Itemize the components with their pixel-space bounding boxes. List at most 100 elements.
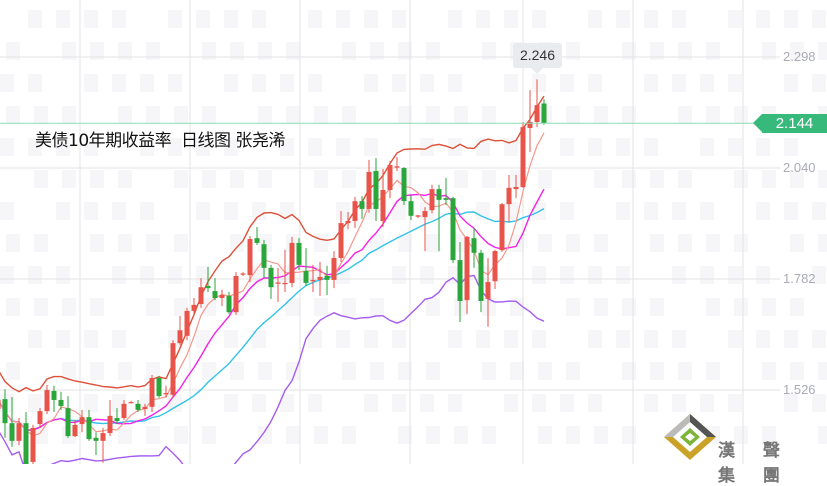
background-watermark bbox=[0, 10, 827, 444]
watermark-block bbox=[482, 362, 496, 380]
candle-body bbox=[205, 285, 211, 289]
watermark-block bbox=[538, 426, 552, 444]
candle-body bbox=[513, 186, 519, 190]
watermark-block bbox=[706, 106, 720, 124]
watermark-block bbox=[196, 330, 210, 348]
candle-up bbox=[310, 264, 316, 292]
watermark-block bbox=[336, 202, 350, 220]
watermark-block bbox=[700, 394, 714, 412]
watermark-block bbox=[566, 298, 580, 316]
watermark-block bbox=[454, 298, 468, 316]
watermark-block bbox=[504, 330, 518, 348]
watermark-block bbox=[364, 74, 378, 92]
watermark-block bbox=[258, 362, 272, 380]
watermark-block bbox=[812, 394, 826, 412]
watermark-block bbox=[644, 202, 658, 220]
candle-body bbox=[79, 417, 85, 425]
candle-body bbox=[499, 204, 505, 251]
watermark-block bbox=[426, 42, 440, 60]
candle-down bbox=[9, 396, 15, 447]
candle-body bbox=[345, 220, 351, 224]
watermark-block bbox=[678, 106, 692, 124]
watermark-block bbox=[644, 394, 658, 412]
candle-down bbox=[373, 158, 379, 221]
candle-body bbox=[121, 403, 127, 419]
watermark-block bbox=[588, 138, 602, 156]
candle-body bbox=[23, 423, 29, 464]
watermark-block bbox=[454, 170, 468, 188]
watermark-block bbox=[454, 426, 468, 444]
watermark-block bbox=[420, 266, 434, 284]
watermark-block bbox=[706, 234, 720, 252]
watermark-block bbox=[84, 330, 98, 348]
candle-body bbox=[450, 198, 456, 261]
candle-body bbox=[506, 187, 512, 205]
watermark-block bbox=[482, 42, 496, 60]
watermark-block bbox=[454, 106, 468, 124]
candle-body bbox=[415, 215, 421, 217]
watermark-block bbox=[34, 170, 48, 188]
watermark-block bbox=[706, 298, 720, 316]
watermark-block bbox=[230, 170, 244, 188]
candle-body bbox=[394, 166, 400, 168]
watermark-block bbox=[482, 170, 496, 188]
watermark-block bbox=[168, 138, 182, 156]
candle-down bbox=[457, 242, 463, 323]
watermark-block bbox=[812, 74, 826, 92]
watermark-block bbox=[566, 362, 580, 380]
y-tick-label: 1.526 bbox=[783, 382, 816, 397]
candle-down bbox=[296, 238, 302, 271]
watermark-block bbox=[202, 298, 216, 316]
watermark-block bbox=[342, 106, 356, 124]
watermark-block bbox=[84, 394, 98, 412]
watermark-block bbox=[532, 330, 546, 348]
candle-body bbox=[387, 165, 393, 190]
watermark-block bbox=[286, 426, 300, 444]
watermark-block bbox=[202, 42, 216, 60]
watermark-block bbox=[392, 74, 406, 92]
candle-body bbox=[359, 201, 365, 209]
watermark-block bbox=[370, 298, 384, 316]
candles bbox=[0, 79, 547, 464]
watermark-block bbox=[286, 106, 300, 124]
watermark-block bbox=[448, 394, 462, 412]
candle-body bbox=[471, 238, 477, 253]
candle-down bbox=[324, 265, 330, 295]
candle-body bbox=[338, 223, 344, 258]
candle-body bbox=[58, 399, 64, 406]
candle-down bbox=[58, 391, 64, 410]
watermark-block bbox=[168, 74, 182, 92]
candle-up bbox=[30, 424, 36, 464]
watermark-block bbox=[342, 170, 356, 188]
watermark-block bbox=[364, 394, 378, 412]
watermark-block bbox=[342, 362, 356, 380]
candle-body bbox=[373, 171, 379, 209]
watermark-block bbox=[146, 362, 160, 380]
watermark-block bbox=[308, 138, 322, 156]
watermark-block bbox=[566, 106, 580, 124]
candle-body bbox=[198, 287, 204, 305]
watermark-block bbox=[56, 202, 70, 220]
watermark-block bbox=[258, 106, 272, 124]
candle-up bbox=[163, 385, 169, 398]
candle-body bbox=[366, 171, 372, 209]
watermark-block bbox=[252, 394, 266, 412]
candle-body bbox=[275, 282, 281, 284]
candle-body bbox=[464, 236, 470, 301]
watermark-block bbox=[0, 202, 14, 220]
candle-down bbox=[212, 278, 218, 301]
watermark-block bbox=[818, 362, 827, 380]
watermark-block bbox=[28, 10, 42, 28]
watermark-block bbox=[566, 426, 580, 444]
watermark-block bbox=[90, 298, 104, 316]
candle-body bbox=[65, 408, 71, 437]
watermark-block bbox=[280, 74, 294, 92]
candle-body bbox=[219, 294, 225, 298]
watermark-block bbox=[112, 74, 126, 92]
watermark-block bbox=[6, 298, 20, 316]
candle-body bbox=[310, 279, 316, 282]
y-axis-labels: 2.298 2.040 1.782 1.526 bbox=[783, 49, 816, 397]
watermark-block bbox=[672, 266, 686, 284]
watermark-block bbox=[594, 426, 608, 444]
watermark-block bbox=[308, 394, 322, 412]
